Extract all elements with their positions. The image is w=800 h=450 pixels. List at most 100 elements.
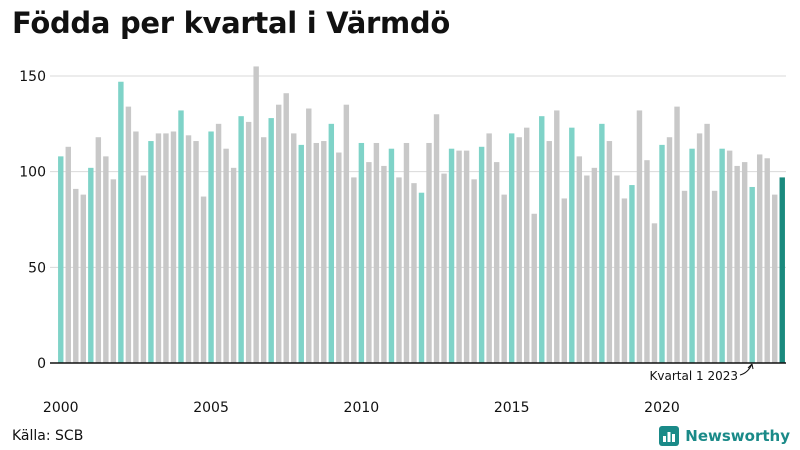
x-tick-label: 2010 bbox=[344, 400, 380, 416]
bar-2003-q1 bbox=[148, 141, 154, 363]
bar-2014-q3 bbox=[493, 162, 500, 363]
bar-2001-q1 bbox=[88, 167, 94, 363]
bar-2016-q1 bbox=[539, 116, 545, 364]
bar-2013-q1 bbox=[448, 148, 455, 363]
bar-2010-q1 bbox=[358, 142, 365, 363]
bar-2007-q1 bbox=[268, 118, 274, 364]
bar-2019-q4 bbox=[651, 223, 658, 363]
tick-labels: 0 50 100 150 2000 2005 2010 2015 2020 bbox=[19, 69, 680, 416]
bar-2010-q2 bbox=[366, 162, 372, 363]
bar-2009-q3 bbox=[343, 104, 350, 363]
y-tick-label: 150 bbox=[19, 69, 46, 85]
bar-2007-q2 bbox=[276, 104, 282, 363]
bar-2021-q1 bbox=[689, 148, 695, 363]
bar-2012-q4 bbox=[441, 173, 447, 363]
bar-2008-q1 bbox=[298, 144, 304, 363]
bar-2000-q2 bbox=[65, 146, 71, 363]
bar-2012-q3 bbox=[433, 114, 440, 364]
bar-2020-q4 bbox=[681, 190, 688, 363]
bar-2008-q3 bbox=[313, 142, 319, 363]
bar-2012-q2 bbox=[426, 142, 432, 363]
chart-title: Födda per kvartal i Värmdö bbox=[12, 6, 450, 40]
bar-2014-q2 bbox=[486, 133, 492, 363]
bar-2023-q3 bbox=[764, 158, 770, 363]
bar-2011-q2 bbox=[396, 177, 402, 363]
bars bbox=[58, 66, 785, 364]
bar-2004-q3 bbox=[193, 141, 199, 363]
bar-2000-q1 bbox=[58, 156, 64, 363]
bar-2004-q2 bbox=[185, 135, 192, 363]
bar-2006-q2 bbox=[245, 121, 252, 363]
annotation-label: Kvartal 1 2023 bbox=[650, 369, 738, 383]
bar-2008-q4 bbox=[321, 141, 327, 363]
bar-2014-q1 bbox=[478, 146, 485, 363]
bar-2005-q4 bbox=[230, 167, 237, 363]
bar-2000-q3 bbox=[73, 188, 79, 363]
x-tick-label: 2005 bbox=[193, 400, 229, 416]
source-note: Källa: SCB bbox=[12, 428, 84, 444]
bar-2022-q1 bbox=[719, 148, 725, 363]
bar-2017-q3 bbox=[584, 175, 590, 363]
bar-2002-q3 bbox=[133, 131, 139, 363]
bar-2017-q4 bbox=[591, 167, 598, 363]
bar-2008-q2 bbox=[306, 108, 312, 363]
bar-2020-q1 bbox=[659, 144, 665, 363]
bar-2011-q1 bbox=[388, 148, 395, 363]
bar-2016-q3 bbox=[554, 110, 560, 363]
newsworthy-logo-icon bbox=[659, 426, 680, 446]
bar-2018-q4 bbox=[621, 198, 628, 363]
bar-2016-q4 bbox=[561, 198, 567, 363]
annotation-arrow bbox=[739, 363, 754, 376]
bar-2014-q4 bbox=[501, 194, 507, 363]
bar-2013-q2 bbox=[456, 150, 462, 363]
bar-2017-q2 bbox=[576, 156, 583, 363]
bar-2018-q1 bbox=[599, 123, 605, 363]
bar-2013-q3 bbox=[463, 150, 470, 363]
bar-2009-q4 bbox=[351, 177, 357, 363]
bar-2018-q3 bbox=[614, 175, 620, 363]
bar-2015-q4 bbox=[531, 213, 537, 363]
bar-2022-q2 bbox=[726, 150, 733, 363]
bar-2007-q3 bbox=[283, 93, 289, 363]
bar-2020-q3 bbox=[674, 106, 680, 363]
bar-2015-q2 bbox=[516, 137, 522, 363]
bar-2021-q4 bbox=[711, 190, 718, 363]
bar-2023-q1 bbox=[749, 186, 755, 363]
bar-2016-q2 bbox=[546, 141, 552, 363]
bar-2023-q4 bbox=[772, 194, 778, 363]
bar-2012-q1 bbox=[418, 192, 425, 363]
bar-2007-q4 bbox=[291, 133, 297, 363]
bar-2020-q2 bbox=[666, 137, 673, 363]
bar-2000-q4 bbox=[80, 194, 87, 363]
bar-2005-q3 bbox=[223, 148, 229, 363]
y-tick-label: 50 bbox=[28, 260, 46, 276]
bar-2017-q1 bbox=[569, 127, 575, 363]
bar-2009-q2 bbox=[336, 152, 342, 363]
bar-2015-q3 bbox=[524, 127, 530, 363]
bar-2006-q1 bbox=[238, 116, 244, 364]
bar-2010-q3 bbox=[373, 142, 380, 363]
bar-2011-q3 bbox=[403, 142, 410, 363]
x-tick-label: 2020 bbox=[644, 400, 680, 416]
bar-2009-q1 bbox=[328, 123, 335, 363]
bar-2001-q4 bbox=[110, 179, 117, 363]
bar-2022-q4 bbox=[741, 162, 748, 363]
bar-2001-q3 bbox=[103, 156, 109, 363]
brand-name: Newsworthy bbox=[685, 427, 790, 445]
bar-2023-q2 bbox=[756, 154, 763, 363]
x-tick-label: 2000 bbox=[43, 400, 79, 416]
bar-2005-q1 bbox=[208, 131, 214, 363]
y-tick-label: 0 bbox=[37, 356, 46, 372]
bar-2003-q2 bbox=[155, 133, 162, 363]
bar-2019-q2 bbox=[636, 110, 643, 363]
bar-2021-q3 bbox=[704, 123, 710, 363]
bar-2002-q4 bbox=[140, 175, 147, 363]
x-tick-label: 2015 bbox=[494, 400, 530, 416]
bar-2011-q4 bbox=[411, 183, 417, 363]
bar-2024-q1 bbox=[779, 177, 785, 363]
bar-2019-q1 bbox=[629, 185, 635, 363]
bar-2004-q4 bbox=[200, 196, 207, 363]
bar-2010-q4 bbox=[381, 165, 387, 363]
bar-2003-q4 bbox=[170, 131, 177, 363]
